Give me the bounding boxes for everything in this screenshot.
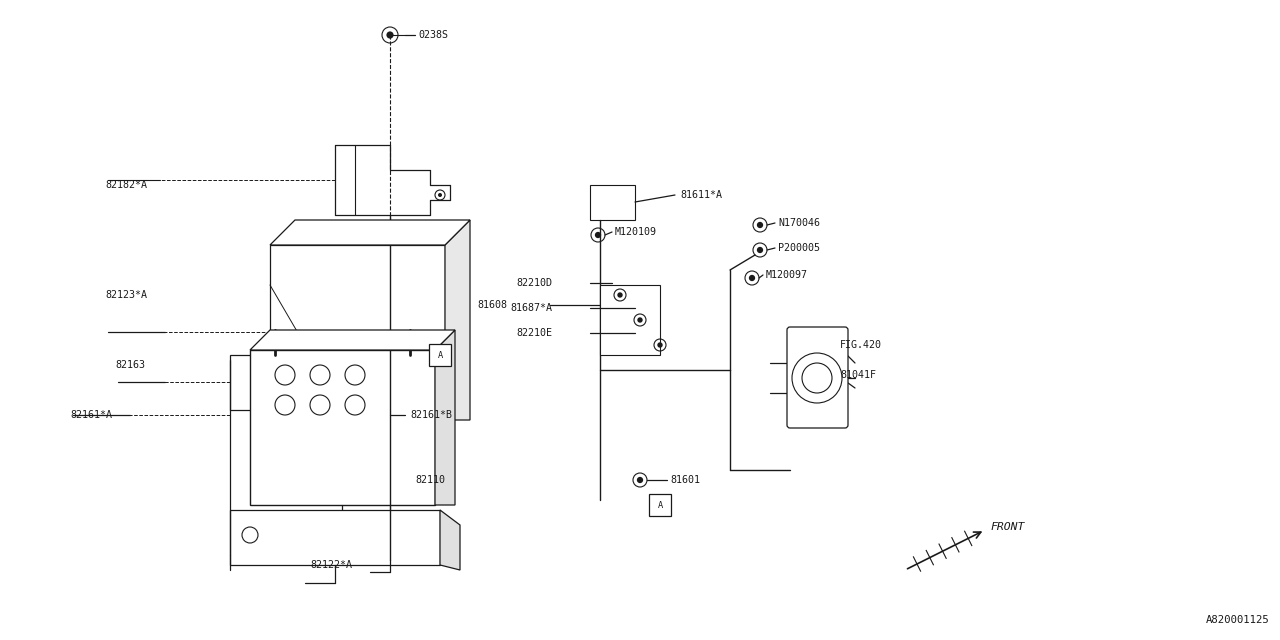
Circle shape <box>749 275 755 281</box>
Circle shape <box>387 31 394 38</box>
Text: 82161*A: 82161*A <box>70 410 113 420</box>
Text: M120109: M120109 <box>614 227 657 237</box>
Text: 82182*A: 82182*A <box>105 180 147 190</box>
Circle shape <box>756 222 763 228</box>
Text: 82123*A: 82123*A <box>105 290 147 300</box>
Bar <box>429 344 451 366</box>
Text: 82210E: 82210E <box>516 328 552 338</box>
Polygon shape <box>440 510 460 570</box>
Text: P200005: P200005 <box>778 243 820 253</box>
Text: A: A <box>658 500 663 509</box>
Bar <box>230 510 440 565</box>
Bar <box>590 185 635 220</box>
Polygon shape <box>445 220 470 420</box>
Text: 81611*A: 81611*A <box>680 190 722 200</box>
Circle shape <box>637 477 643 483</box>
Text: 0238S: 0238S <box>419 30 448 40</box>
Text: 81601: 81601 <box>669 475 700 485</box>
Text: A820001125: A820001125 <box>1206 615 1270 625</box>
Polygon shape <box>435 330 454 505</box>
Bar <box>600 285 660 355</box>
Text: 81687*A: 81687*A <box>509 303 552 313</box>
Polygon shape <box>250 330 454 350</box>
Bar <box>250 350 435 505</box>
Circle shape <box>658 342 663 348</box>
Circle shape <box>438 193 442 197</box>
Text: 82161*B: 82161*B <box>410 410 452 420</box>
Text: 82210D: 82210D <box>516 278 552 288</box>
Polygon shape <box>270 220 470 245</box>
Circle shape <box>617 292 622 298</box>
Circle shape <box>595 232 602 238</box>
Bar <box>649 494 671 516</box>
Text: M120097: M120097 <box>765 270 808 280</box>
Text: 82110: 82110 <box>415 475 445 485</box>
Bar <box>230 355 265 410</box>
Text: N170046: N170046 <box>778 218 820 228</box>
Bar <box>270 245 445 420</box>
Text: FIG.420: FIG.420 <box>840 340 882 350</box>
Text: 81608: 81608 <box>477 300 507 310</box>
Circle shape <box>756 247 763 253</box>
Text: A: A <box>438 351 443 360</box>
FancyBboxPatch shape <box>787 327 849 428</box>
Text: 82122*A: 82122*A <box>310 560 352 570</box>
Text: FRONT: FRONT <box>989 522 1024 532</box>
Text: 82163: 82163 <box>115 360 145 370</box>
Circle shape <box>637 317 643 323</box>
Text: 81041F: 81041F <box>840 370 876 380</box>
